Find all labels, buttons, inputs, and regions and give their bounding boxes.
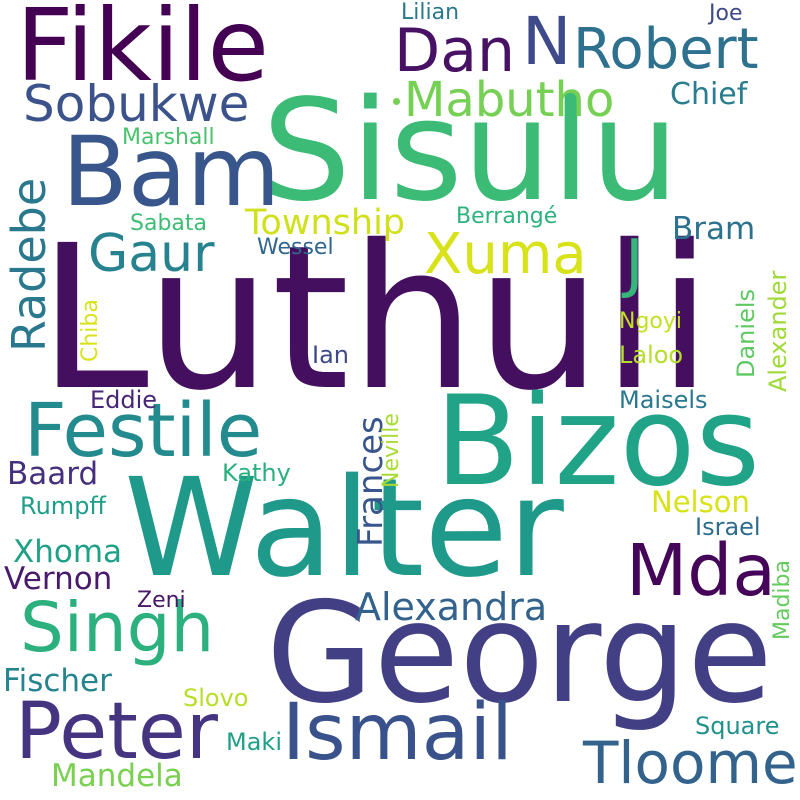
word-baard: Baard (7, 456, 99, 492)
word-festile: Festile (24, 388, 263, 474)
word-bam: Bam (62, 116, 281, 228)
word-madiba-v: Madiba (770, 560, 795, 640)
word-tloome: Tloome (583, 729, 798, 797)
word-radebe-v: Radebe (2, 177, 56, 352)
word-fikile: Fikile (16, 0, 270, 104)
word-dan: Dan (394, 16, 515, 86)
word-sabata: Sabata (130, 211, 207, 236)
word-maisels: Maisels (619, 386, 708, 414)
word-bram: Bram (672, 211, 756, 247)
word-fischer: Fischer (3, 663, 112, 699)
word-israel: Israel (695, 513, 761, 541)
word-gaur: Gaur (88, 224, 215, 284)
word-neville-v: Neville (379, 413, 404, 488)
word-alexander-v: Alexander (764, 270, 792, 392)
word-george: George (266, 572, 773, 734)
word-nelson: Nelson (651, 485, 750, 519)
word-mda: Mda (626, 529, 776, 612)
word-lilian: Lilian (401, 0, 460, 25)
word-zeni: Zeni (137, 588, 186, 613)
word-kathy: Kathy (222, 459, 291, 487)
word-dot (393, 98, 400, 105)
word-robert: Robert (573, 17, 759, 82)
word-sobukwe: Sobukwe (23, 75, 250, 133)
word-mabutho: Mabutho (404, 72, 615, 128)
word-xuma: Xuma (424, 222, 587, 287)
word-marshall: Marshall (122, 125, 215, 150)
word-chief: Chief (670, 77, 748, 112)
word-eddie: Eddie (90, 386, 158, 414)
word-alexandra: Alexandra (355, 585, 548, 629)
word-wessel: Wessel (257, 235, 334, 260)
word-ismail: Ismail (282, 688, 513, 778)
word-peter: Peter (15, 687, 218, 777)
word-j: J (625, 227, 644, 301)
word-township: Township (245, 203, 406, 243)
word-walter: Walter (124, 450, 564, 608)
word-laloo: Laloo (619, 341, 684, 369)
word-ian: Ian (312, 341, 349, 369)
word-berrange: Berrangé (456, 204, 558, 229)
word-daniels-v: Daniels (732, 288, 760, 378)
word-maki: Maki (226, 728, 282, 756)
word-singh: Singh (20, 588, 215, 668)
word-chiba-v: Chiba (78, 299, 103, 362)
word-luthuli: Luthuli (38, 202, 713, 434)
word-n: N (522, 3, 572, 80)
word-ngoyi: Ngoyi (619, 309, 683, 334)
word-joe: Joe (709, 1, 743, 26)
word-xhoma: Xhoma (13, 534, 123, 570)
word-mandela: Mandela (51, 758, 183, 794)
word-square: Square (695, 712, 780, 740)
word-bizos: Bizos (435, 370, 761, 514)
word-rumpff: Rumpff (20, 492, 106, 520)
word-vernon: Vernon (4, 561, 113, 597)
word-sisulu: Sisulu (262, 70, 680, 233)
word-slovo: Slovo (183, 684, 249, 712)
